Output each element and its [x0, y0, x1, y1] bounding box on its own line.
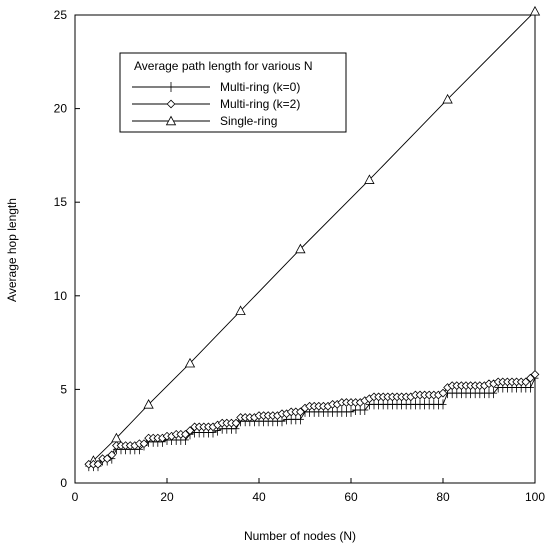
- y-tick-label: 25: [54, 8, 68, 22]
- x-tick-label: 100: [525, 490, 545, 504]
- diamond-marker: [107, 450, 117, 460]
- triangle-marker: [529, 5, 541, 16]
- legend-label: Multi-ring (k=2): [220, 97, 300, 111]
- triangle-marker: [364, 174, 375, 184]
- plus-marker: [526, 382, 534, 393]
- plot-frame: [74, 14, 536, 484]
- diamond-marker: [102, 454, 112, 464]
- plus-marker: [361, 404, 369, 415]
- y-tick-label: 0: [60, 476, 67, 490]
- y-tick-label: 15: [54, 195, 68, 209]
- diamond-marker: [296, 407, 305, 417]
- series-triangle: [88, 5, 541, 465]
- diamond-marker: [231, 418, 241, 428]
- legend-entry: Single-ring: [132, 114, 277, 128]
- series-diamond: [84, 370, 540, 469]
- diamond-marker: [181, 429, 190, 439]
- legend-box: [119, 52, 347, 133]
- plus-marker: [167, 82, 175, 92]
- x-tick-label: 0: [72, 490, 79, 504]
- triangle-marker: [143, 399, 154, 409]
- plus-marker: [439, 399, 447, 410]
- diamond-marker: [185, 426, 195, 435]
- diamond-marker: [438, 388, 448, 398]
- triangle-marker: [184, 357, 196, 368]
- y-axis-title: Average hop length: [5, 198, 19, 302]
- legend-label: Single-ring: [220, 114, 277, 128]
- x-tick-label: 60: [344, 490, 358, 504]
- x-axis-title: Number of nodes (N): [244, 529, 356, 543]
- legend-title: Average path length for various N: [134, 59, 313, 73]
- diamond-marker: [139, 439, 149, 449]
- triangle-marker: [165, 115, 177, 126]
- plus-marker: [490, 388, 498, 399]
- x-tick-label: 40: [252, 490, 266, 504]
- diamond-marker: [526, 373, 535, 383]
- x-tick-label: 80: [436, 490, 450, 504]
- series-line: [88, 377, 536, 467]
- diamond-marker: [166, 99, 176, 109]
- legend-label: Multi-ring (k=0): [220, 80, 300, 94]
- y-tick-label: 5: [60, 382, 67, 396]
- y-tick-label: 20: [54, 102, 68, 116]
- legend-entry: Multi-ring (k=2): [132, 97, 300, 111]
- legend-entry: Multi-ring (k=0): [132, 80, 300, 94]
- triangle-marker: [295, 243, 306, 254]
- diamond-marker: [521, 377, 531, 387]
- triangle-marker: [235, 305, 246, 316]
- triangle-marker: [442, 93, 453, 104]
- plus-marker: [347, 406, 355, 417]
- diamond-marker: [530, 370, 540, 379]
- x-tick-label: 20: [160, 490, 174, 504]
- diamond-marker: [93, 459, 103, 469]
- y-tick-label: 10: [54, 289, 68, 303]
